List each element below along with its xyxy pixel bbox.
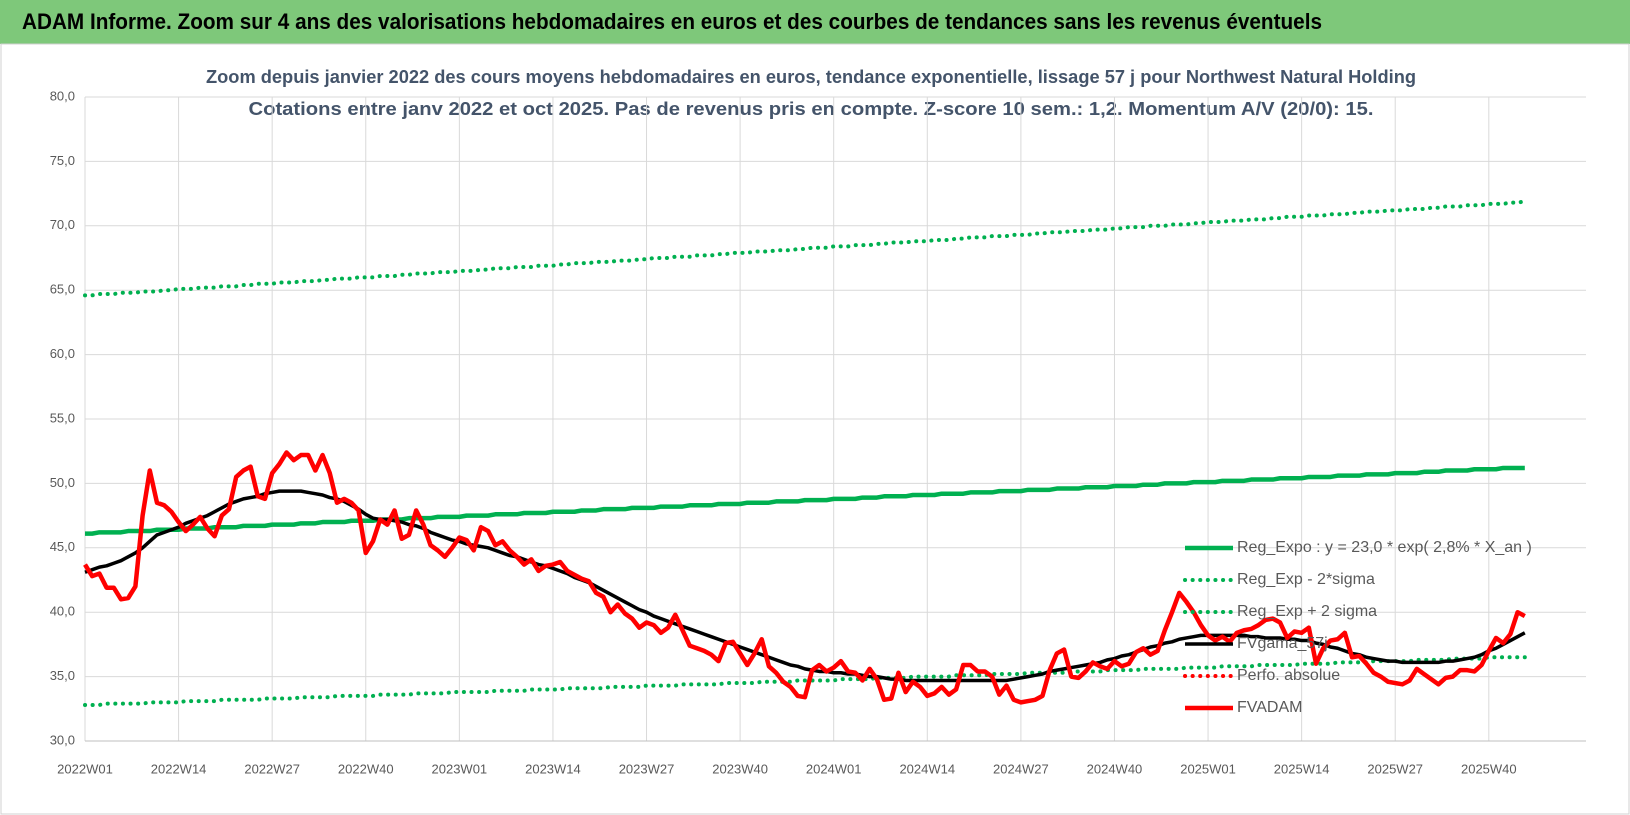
x-tick-label: 2024W14	[899, 761, 955, 776]
x-tick-label: 2025W40	[1461, 761, 1517, 776]
x-tick-label: 2024W40	[1087, 761, 1143, 776]
x-tick-label: 2022W01	[57, 761, 113, 776]
y-tick-label: 75,0	[50, 153, 75, 168]
x-tick-label: 2023W14	[525, 761, 581, 776]
y-tick-label: 55,0	[50, 410, 75, 425]
y-tick-label: 50,0	[50, 475, 75, 490]
legend-label: Perfo. absolue	[1237, 667, 1340, 684]
x-tick-label: 2022W27	[244, 761, 300, 776]
x-tick-label: 2022W40	[338, 761, 394, 776]
y-tick-label: 60,0	[50, 346, 75, 361]
legend-label: FVADAM	[1237, 699, 1302, 716]
chart-subtitle: Cotations entre janv 2022 et oct 2025. P…	[249, 99, 1374, 119]
x-tick-label: 2023W40	[712, 761, 768, 776]
x-tick-label: 2023W27	[619, 761, 675, 776]
series-line	[83, 655, 1527, 707]
series-line	[83, 450, 1526, 705]
header-title: ADAM Informe. Zoom sur 4 ans des valoris…	[22, 9, 1322, 34]
x-tick-label: 2023W01	[432, 761, 488, 776]
legend-label: Reg_Exp + 2 sigma	[1237, 603, 1377, 620]
y-tick-label: 40,0	[50, 604, 75, 619]
frame	[0, 43, 1630, 815]
series-line	[84, 489, 1526, 683]
y-tick-label: 70,0	[50, 217, 75, 232]
legend-label: Reg_Expo : y = 23,0 * exp( 2,8% * X_an )	[1237, 539, 1532, 556]
x-tick-label: 2025W01	[1180, 761, 1236, 776]
y-tick-label: 35,0	[50, 668, 75, 683]
legend-label: FVgama_57j	[1237, 635, 1328, 652]
series-line	[83, 199, 1527, 298]
y-tick-label: 80,0	[50, 88, 75, 103]
chart-title: Zoom depuis janvier 2022 des cours moyen…	[206, 67, 1416, 87]
series-line	[85, 465, 1525, 536]
x-tick-label: 2024W27	[993, 761, 1049, 776]
y-tick-label: 30,0	[50, 732, 75, 747]
y-tick-label: 45,0	[50, 539, 75, 554]
x-tick-label: 2025W14	[1274, 761, 1330, 776]
x-tick-label: 2025W27	[1367, 761, 1423, 776]
x-tick-label: 2022W14	[151, 761, 207, 776]
legend-label: Reg_Exp - 2*sigma	[1237, 571, 1375, 588]
header-bar	[0, 0, 1630, 44]
x-tick-label: 2024W01	[806, 761, 862, 776]
y-tick-label: 65,0	[50, 282, 75, 297]
